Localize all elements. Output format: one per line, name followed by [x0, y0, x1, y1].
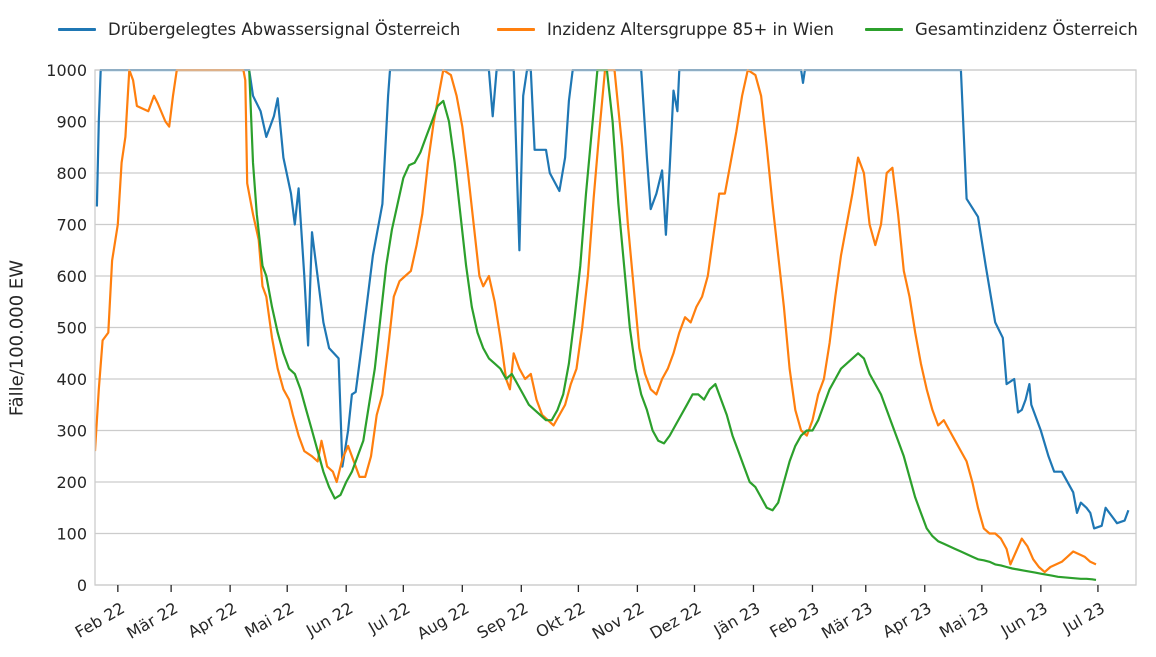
x-tick-label: Apr 23	[879, 598, 935, 641]
y-tick-label: 400	[56, 370, 87, 389]
x-tick-label: Mai 23	[936, 598, 992, 641]
legend-label-gesamt: Gesamtinzidenz Österreich	[915, 19, 1138, 39]
x-tick-label: Nov 22	[589, 598, 648, 643]
legend-item-abwasser: Drübergelegtes Abwassersignal Österreich	[58, 17, 460, 41]
legend-label-abwasser: Drübergelegtes Abwassersignal Österreich	[108, 19, 461, 39]
series-line-85plus	[95, 69, 1097, 574]
x-tick-label: Okt 22	[532, 598, 588, 641]
chart-legend: Drübergelegtes Abwassersignal Österreich…	[0, 17, 1156, 41]
y-tick-label: 600	[56, 267, 87, 286]
y-tick-label: 200	[56, 473, 87, 492]
x-tick-label: Jun 23	[997, 598, 1051, 640]
y-tick-label: 700	[56, 216, 87, 235]
y-tick-label: 1000	[46, 61, 87, 80]
series-line-gesamt	[248, 69, 1097, 581]
x-tick-label: Feb 23	[766, 598, 822, 641]
y-tick-label: 500	[56, 319, 87, 338]
legend-label-85plus: Inzidenz Altersgruppe 85+ in Wien	[547, 19, 834, 39]
x-tick-label: Aug 22	[414, 598, 473, 643]
plot-frame	[94, 69, 1137, 586]
y-axis: 0 100 200 300 400 500 600 700 800 900 1000	[46, 61, 87, 595]
legend-swatch-abwasser	[58, 27, 96, 31]
legend-item-85plus: Inzidenz Altersgruppe 85+ in Wien	[497, 17, 834, 41]
x-tick-label: Jul 22	[364, 598, 413, 637]
y-tick-label: 100	[56, 525, 87, 544]
y-tick-label: 300	[56, 422, 87, 441]
legend-swatch-85plus	[497, 27, 535, 31]
series-group	[95, 69, 1130, 581]
x-tick-label: Feb 22	[72, 598, 128, 641]
legend-item-gesamt: Gesamtinzidenz Österreich	[865, 17, 1138, 41]
legend-swatch-gesamt	[865, 27, 903, 31]
x-tick-label: Jän 23	[710, 598, 764, 640]
x-tick-label: Mär 23	[818, 598, 876, 642]
x-tick-label: Mär 22	[123, 598, 181, 642]
x-tick-label: Dez 22	[646, 598, 704, 642]
y-tick-label: 0	[77, 576, 87, 595]
y-tick-label: 900	[56, 113, 87, 132]
x-tick-label: Mai 22	[241, 598, 297, 641]
x-tick-label: Jun 22	[302, 598, 356, 640]
x-tick-label: Jul 23	[1059, 598, 1108, 637]
x-tick-label: Apr 22	[185, 598, 241, 641]
x-tick-label: Sep 22	[474, 598, 532, 642]
y-tick-label: 800	[56, 164, 87, 183]
